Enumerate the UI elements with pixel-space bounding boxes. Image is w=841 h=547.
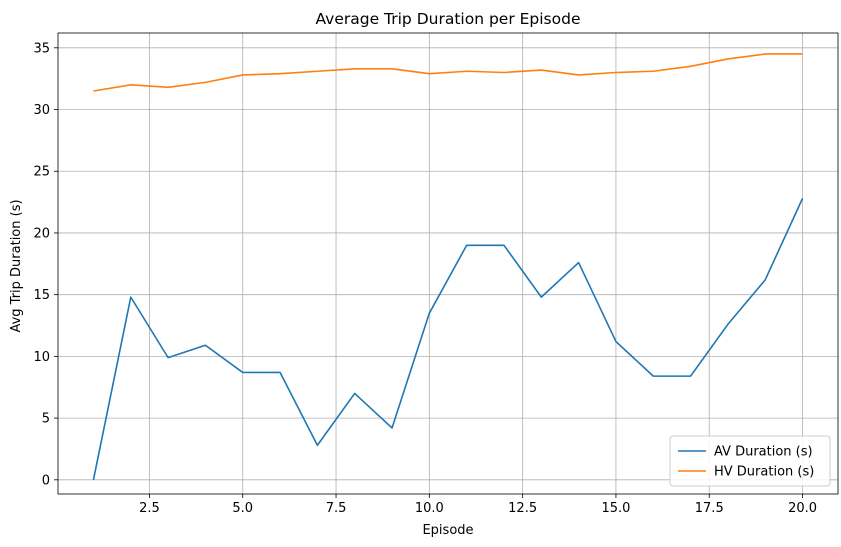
x-tick-label: 7.5 bbox=[326, 501, 347, 516]
series-lines bbox=[92, 53, 804, 480]
x-tick-label: 20.0 bbox=[788, 501, 817, 516]
legend-label: AV Duration (s) bbox=[714, 445, 813, 460]
y-axis-label: Avg Trip Duration (s) bbox=[9, 199, 24, 332]
y-tick-label: 10 bbox=[33, 350, 50, 365]
y-tick-label: 25 bbox=[33, 165, 50, 180]
legend: AV Duration (s) HV Duration (s) bbox=[669, 435, 831, 487]
y-tick-label: 20 bbox=[33, 226, 50, 241]
y-tick-label: 15 bbox=[33, 288, 50, 303]
axis-ticks: 2.5 5.0 7.5 10.0 12.5 15.0 17.5 20.0 0 5 10 15 20 25 3… bbox=[33, 41, 817, 516]
x-tick-label: 2.5 bbox=[139, 501, 160, 516]
legend-box bbox=[669, 435, 831, 487]
y-tick-label: 30 bbox=[33, 103, 50, 118]
series-line-av bbox=[92, 198, 804, 480]
grid bbox=[58, 33, 838, 494]
x-tick-label: 5.0 bbox=[232, 501, 253, 516]
plot-frame bbox=[57, 32, 839, 495]
y-tick-label: 5 bbox=[42, 412, 50, 427]
legend-label: HV Duration (s) bbox=[714, 465, 814, 480]
x-tick-label: 17.5 bbox=[695, 501, 724, 516]
x-tick-label: 12.5 bbox=[508, 501, 537, 516]
y-tick-label: 35 bbox=[33, 41, 50, 56]
series-line-hv bbox=[93, 53, 803, 92]
y-tick-label: 0 bbox=[42, 473, 50, 488]
chart-title: Average Trip Duration per Episode bbox=[315, 10, 580, 28]
x-tick-label: 10.0 bbox=[415, 501, 444, 516]
x-axis-label: Episode bbox=[422, 523, 473, 538]
x-tick-label: 15.0 bbox=[601, 501, 630, 516]
